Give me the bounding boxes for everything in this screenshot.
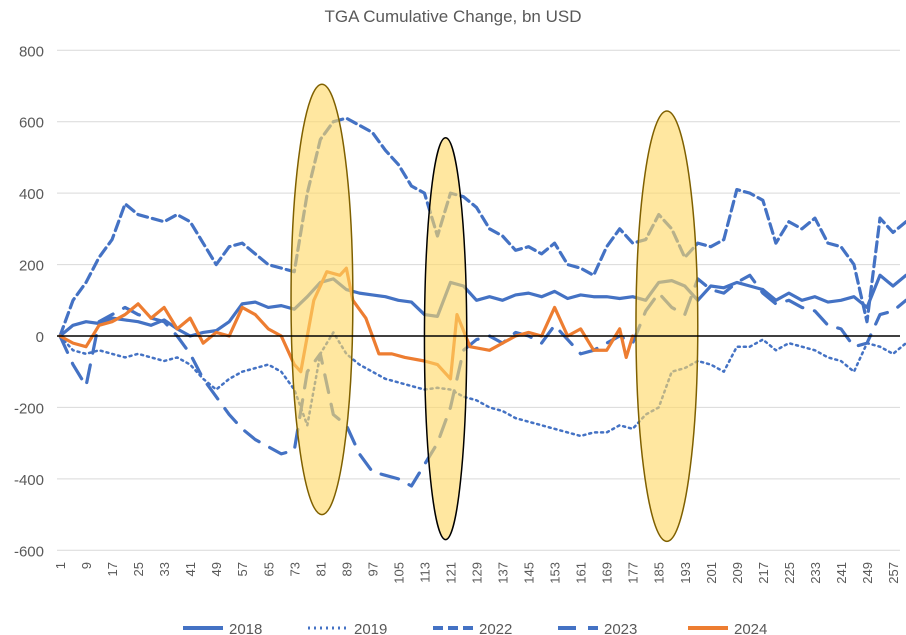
x-tick-label: 17 [105, 562, 120, 576]
x-tick-label: 177 [626, 562, 641, 584]
x-tick-label: 25 [131, 562, 146, 576]
x-tick-label: 209 [730, 562, 745, 584]
x-tick-label: 73 [287, 562, 302, 576]
legend-label-2018: 2018 [229, 621, 262, 635]
legend-label-2023: 2023 [604, 621, 637, 635]
x-tick-label: 217 [756, 562, 771, 584]
x-tick-label: 97 [365, 562, 380, 576]
x-tick-label: 257 [886, 562, 901, 584]
x-tick-label: 169 [600, 562, 615, 584]
x-tick-label: 201 [704, 562, 719, 584]
x-tick-label: 233 [808, 562, 823, 584]
x-tick-label: 89 [339, 562, 354, 576]
x-tick-label: 33 [157, 562, 172, 576]
y-tick-label: 0 [36, 329, 44, 346]
x-tick-label: 121 [443, 562, 458, 584]
x-tick-label: 1 [53, 562, 68, 569]
series-line-2023 [58, 273, 906, 488]
x-tick-label: 241 [834, 562, 849, 584]
x-tick-label: 49 [209, 562, 224, 576]
legend-label-2022: 2022 [479, 621, 512, 635]
highlight-ellipse [635, 110, 699, 543]
chart-title: TGA Cumulative Change, bn USD [324, 7, 581, 26]
x-tick-label: 225 [782, 562, 797, 584]
y-tick-label: -600 [14, 543, 44, 560]
series-line-2022 [58, 116, 906, 338]
y-tick-label: 200 [19, 258, 44, 275]
legend-label-2019: 2019 [354, 621, 387, 635]
x-tick-label: 57 [235, 562, 250, 576]
x-tick-label: 65 [261, 562, 276, 576]
series-line-2018 [58, 273, 906, 338]
y-tick-label: 400 [19, 186, 44, 203]
y-tick-label: -400 [14, 472, 44, 489]
x-tick-label: 145 [522, 562, 537, 584]
y-tick-label: -200 [14, 400, 44, 417]
x-tick-label: 137 [496, 562, 511, 584]
x-tick-label: 249 [860, 562, 875, 584]
x-tick-label: 193 [678, 562, 693, 584]
y-tick-label: 600 [19, 115, 44, 132]
series-line-2019 [58, 331, 906, 438]
x-tick-label: 9 [79, 562, 94, 569]
x-tick-label: 105 [391, 562, 406, 584]
x-tick-label: 81 [313, 562, 328, 576]
x-tick-label: 129 [470, 562, 485, 584]
x-tick-label: 41 [183, 562, 198, 576]
legend-label-2024: 2024 [734, 621, 767, 635]
x-tick-label: 113 [417, 562, 432, 583]
x-tick-label: 161 [574, 562, 589, 584]
highlight-ellipse [290, 83, 354, 516]
x-tick-label: 153 [548, 562, 563, 584]
x-tick-label: 185 [652, 562, 667, 584]
highlight-ellipse [423, 137, 468, 541]
y-tick-label: 800 [19, 43, 44, 60]
